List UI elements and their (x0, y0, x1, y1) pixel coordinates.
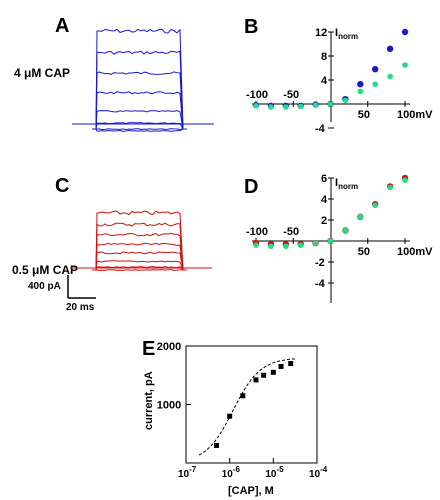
panel-c-label: C (55, 175, 69, 197)
data-point (357, 88, 364, 95)
inorm-d-label: Inorm (335, 177, 358, 191)
trace-3 (92, 242, 187, 271)
x-tick-label: 50 (358, 246, 370, 258)
x-tick-label: 100mV (397, 246, 433, 258)
data-point (297, 242, 304, 248)
trace-1 (92, 222, 187, 271)
inorm-b-label: Inorm (335, 27, 358, 41)
trace-4 (92, 251, 187, 271)
trace-5 (92, 122, 187, 130)
data-point (387, 184, 393, 191)
fit-curve-e (198, 358, 296, 456)
cond-c-label: 0.5 μM CAP (12, 263, 78, 277)
x-tick-label: -100 (246, 89, 268, 101)
trace-7 (92, 268, 187, 272)
data-point (402, 62, 408, 68)
trace-3 (92, 91, 187, 130)
data-point (401, 28, 409, 36)
trace-2 (92, 71, 187, 130)
trace-5 (92, 260, 187, 271)
data-point (253, 103, 259, 109)
data-point (327, 101, 334, 107)
ticks-d: -100 -50 50 100mV 6 4 2 -2 -4 (246, 173, 433, 290)
data-point (372, 66, 379, 73)
axes-b (252, 32, 410, 122)
data-point (283, 243, 289, 250)
traces-c (70, 210, 212, 272)
y-tick-label: 8 (321, 51, 327, 63)
y-tick-label: -2 (315, 257, 325, 269)
ticks-e: 10-7 10-6 10-5 10-4 2000 1000 (157, 341, 328, 480)
x-tick-label: -100 (246, 226, 268, 238)
x-tick-label: 10-6 (222, 465, 241, 480)
y-tick-label: 6 (321, 173, 327, 185)
data-point (268, 104, 274, 110)
y-tick-label: -4 (315, 278, 326, 290)
data-point (372, 202, 379, 209)
trace-6 (92, 266, 187, 271)
data-point (327, 238, 334, 244)
data-point (270, 369, 276, 375)
x-tick-label: 10-5 (265, 465, 284, 480)
trace-6 (92, 128, 187, 131)
data-point (402, 177, 408, 183)
x-axis-label-e: [CAP], M (228, 485, 274, 497)
trace-4 (92, 110, 187, 130)
trace-2 (92, 232, 187, 271)
data-point (253, 377, 259, 383)
data-point (214, 442, 220, 448)
trace-0 (92, 210, 187, 271)
ticks-b: -100 -50 50 100mV 12 8 4 -4 (246, 27, 433, 135)
y-tick-label: 2 (321, 215, 327, 227)
data-point (268, 243, 274, 250)
data-point (312, 102, 319, 108)
data-point (312, 240, 319, 246)
x-tick-label: 10-7 (178, 465, 197, 480)
points-d (252, 174, 409, 250)
panel-e-label: E (142, 338, 155, 360)
x-tick-label: -50 (283, 226, 299, 238)
data-point (278, 363, 284, 369)
trace-0 (92, 28, 187, 130)
trace-7 (92, 128, 187, 132)
data-point (342, 97, 349, 104)
data-point (342, 227, 349, 234)
y-tick-label: 2000 (157, 341, 181, 353)
scale-time-label: 20 ms (66, 302, 95, 313)
x-tick-label: 50 (358, 109, 370, 121)
data-point (283, 104, 289, 110)
y-tick-label: -4 (315, 123, 326, 135)
y-tick-label: 4 (321, 75, 328, 87)
data-point (357, 214, 364, 220)
data-point (386, 45, 394, 52)
trace-1 (92, 50, 187, 130)
data-point (240, 393, 246, 399)
data-point (297, 103, 304, 110)
panel-d-label: D (244, 176, 258, 198)
cond-a-label: 4 μM CAP (14, 66, 70, 80)
data-point (253, 242, 259, 248)
y-tick-label: 4 (321, 194, 328, 206)
panel-a-label: A (55, 15, 69, 37)
data-point (288, 361, 294, 367)
scale-current-label: 400 pA (28, 281, 61, 292)
y-tick-label: 1000 (157, 400, 181, 412)
points-e (214, 361, 294, 448)
x-tick-label: -50 (283, 89, 299, 101)
data-point (357, 81, 364, 88)
panel-b-label: B (244, 16, 258, 38)
traces-a (72, 28, 214, 132)
x-tick-label: 100mV (397, 109, 433, 121)
data-point (387, 73, 393, 80)
data-point (261, 372, 267, 378)
y-axis-label-e: current, pA (143, 371, 155, 430)
points-b (252, 28, 409, 110)
x-tick-label: 10-4 (309, 465, 328, 480)
data-point (372, 81, 379, 87)
data-point (227, 413, 233, 419)
y-tick-label: 12 (315, 27, 327, 39)
axes-e (185, 345, 318, 464)
